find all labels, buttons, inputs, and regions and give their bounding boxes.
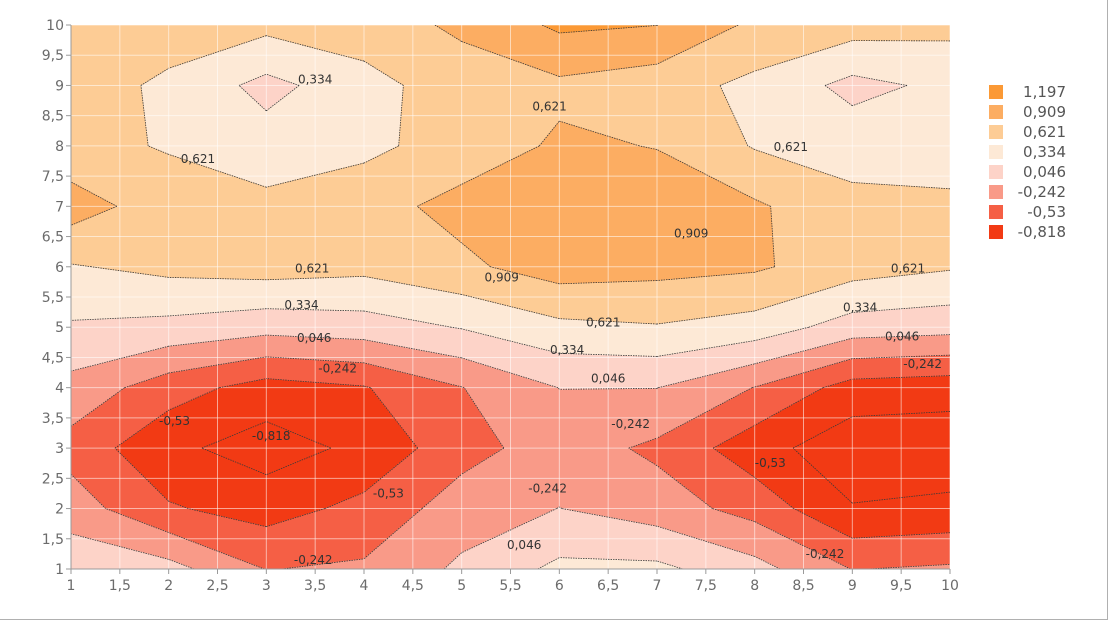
legend-label: -0,242 [1018,183,1066,201]
y-tick-label: 6,5 [42,230,64,246]
y-tick-label: 8 [55,139,64,155]
y-tick-label: 6 [55,260,64,276]
contour-line [71,73,950,569]
plot-area: 0,3340,6210,6210,6210,9090,9090,6210,621… [70,24,951,570]
x-tick-label: 1,5 [109,578,131,594]
legend-swatch [989,85,1003,99]
contour-label: -0,53 [373,486,404,500]
contour-label: 0,334 [550,343,584,357]
contour-labels: 0,3340,6210,6210,6210,9090,9090,6210,621… [159,72,942,567]
legend-swatch [989,205,1003,219]
x-tick-label: 2 [164,578,173,594]
contour-label: 0,334 [298,72,332,86]
contour-line [201,411,950,504]
x-tick-label: 4,5 [402,578,424,594]
x-tick-label: 1 [67,578,76,594]
contour-label: -0,242 [903,357,942,371]
contour-label: 0,621 [891,262,925,276]
contour-line [71,354,950,569]
contour-label: -0,818 [252,429,291,443]
x-tick-label: 6,5 [597,578,619,594]
contour-label: 0,621 [295,262,329,276]
x-tick-label: 2,5 [206,578,228,594]
contour-line [541,25,659,34]
x-tick-label: 5 [457,578,466,594]
contour-label: 0,046 [885,329,919,343]
y-tick-label: 2 [55,502,64,518]
y-tick-label: 3,5 [42,411,64,427]
y-tick-label: 4 [55,381,64,397]
x-tick-label: 10 [941,578,959,594]
x-tick-label: 5,5 [499,578,521,594]
x-tick-label: 3,5 [304,578,326,594]
x-tick-label: 6 [555,578,564,594]
contour-line [114,375,950,539]
legend-swatch [989,145,1003,159]
y-tick-label: 5,5 [42,290,64,306]
legend-swatch [989,105,1003,119]
contour-label: 0,621 [181,152,215,166]
x-tick-label: 7 [653,578,662,594]
x-tick-label: 3 [262,578,271,594]
contour-label: -0,242 [318,361,357,375]
contour-label: 0,334 [843,300,877,314]
y-tick-label: 4,5 [42,350,64,366]
contour-label: 0,621 [586,315,620,329]
y-tick-label: 2,5 [42,471,64,487]
y-tick-label: 10 [46,18,64,34]
legend-label: -0,818 [1018,223,1066,241]
x-tick-label: 8 [750,578,759,594]
contour-label: 0,046 [507,538,541,552]
y-tick-label: 1 [55,562,64,578]
legend-label: 0,046 [1023,163,1066,181]
contour-label: -0,242 [294,553,333,567]
contour-label: 0,621 [532,100,566,114]
legend-label: 1,197 [1023,83,1066,101]
contour-label: 0,046 [297,331,331,345]
contour-label: 0,909 [485,271,519,285]
y-tick-label: 3 [55,441,64,457]
y-tick-label: 9 [55,78,64,94]
y-tick-label: 7,5 [42,169,64,185]
contour-label: 0,909 [674,227,708,241]
contour-line [71,35,950,325]
legend-swatch [989,165,1003,179]
y-tick-label: 7 [55,199,64,215]
x-axis: 1 1,5 2 2,5 3 3,5 4 4,5 5 5,5 6 6,5 7 7,5 8 8,5 9 9,5 10 [67,568,959,594]
x-tick-label: 8,5 [792,578,814,594]
x-tick-label: 9,5 [890,578,912,594]
x-tick-label: 7,5 [695,578,717,594]
contour-label: -0,53 [159,414,190,428]
y-axis: 1 1,5 2 2,5 3 3,5 4 4,5 5 5,5 6 6,5 7 7,5 8 8,5 9 9,5 10 [42,18,72,578]
contour-label: 0,621 [774,140,808,154]
legend-label: -0,53 [1027,203,1066,221]
y-tick-label: 9,5 [42,48,64,64]
x-tick-label: 4 [360,578,369,594]
contour-label: -0,242 [528,482,567,496]
y-tick-label: 5 [55,320,64,336]
contour-label: 0,046 [591,372,625,386]
contour-label: -0,242 [611,417,650,431]
legend-swatch [989,225,1003,239]
y-tick-label: 8,5 [42,109,64,125]
legend-swatch [989,125,1003,139]
legend: 1,197 0,909 0,621 0,334 0,046 -0,242 -0,53 -0,8… [989,83,1066,241]
contour-label: -0,242 [806,547,845,561]
contour-label: 0,334 [284,298,318,312]
contour-label: -0,53 [755,456,786,470]
legend-label: 0,909 [1023,103,1066,121]
contour-line [71,334,950,569]
legend-swatch [989,185,1003,199]
grid-lines [70,24,951,570]
y-tick-label: 1,5 [42,532,64,548]
x-tick-label: 9 [848,578,857,594]
legend-label: 0,334 [1023,143,1066,161]
contour-line [71,25,776,285]
contour-lines [71,25,950,569]
legend-label: 0,621 [1023,123,1066,141]
